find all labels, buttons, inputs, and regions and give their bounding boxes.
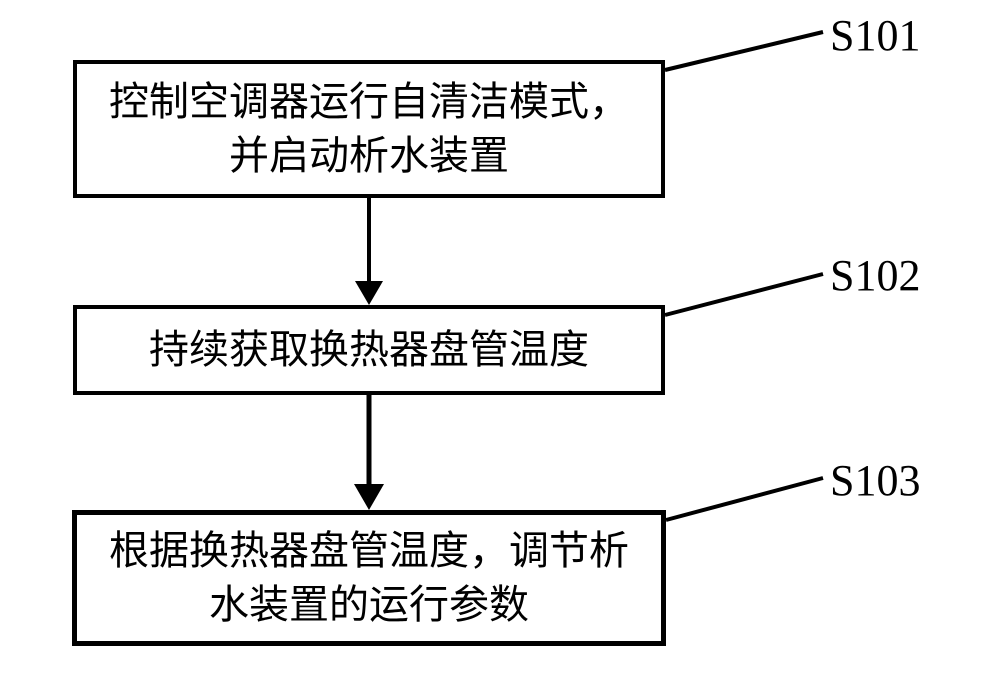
node-s101-line2: 并启动析水装置	[229, 129, 509, 183]
step-label-s103: S103	[830, 455, 920, 506]
flowchart-node-s101: 控制空调器运行自清洁模式， 并启动析水装置	[73, 60, 665, 198]
leader-line-s101	[665, 32, 823, 70]
node-s103-line2: 水装置的运行参数	[209, 578, 529, 632]
node-s102-line1: 持续获取换热器盘管温度	[149, 323, 589, 377]
arrow-s102-to-s103	[354, 395, 384, 510]
flowchart-node-s102: 持续获取换热器盘管温度	[73, 305, 665, 395]
arrow-s101-to-s102	[355, 198, 383, 305]
node-s101-line1: 控制空调器运行自清洁模式，	[109, 75, 629, 129]
node-s103-line1: 根据换热器盘管温度，调节析	[109, 524, 629, 578]
leader-line-s102	[665, 274, 823, 315]
step-label-s102: S102	[830, 250, 920, 301]
leader-line-s103	[666, 478, 823, 520]
flowchart-stage: 控制空调器运行自清洁模式， 并启动析水装置 持续获取换热器盘管温度 根据换热器盘…	[0, 0, 1000, 674]
step-label-s101: S101	[830, 10, 920, 61]
flowchart-node-s103: 根据换热器盘管温度，调节析 水装置的运行参数	[72, 510, 666, 646]
